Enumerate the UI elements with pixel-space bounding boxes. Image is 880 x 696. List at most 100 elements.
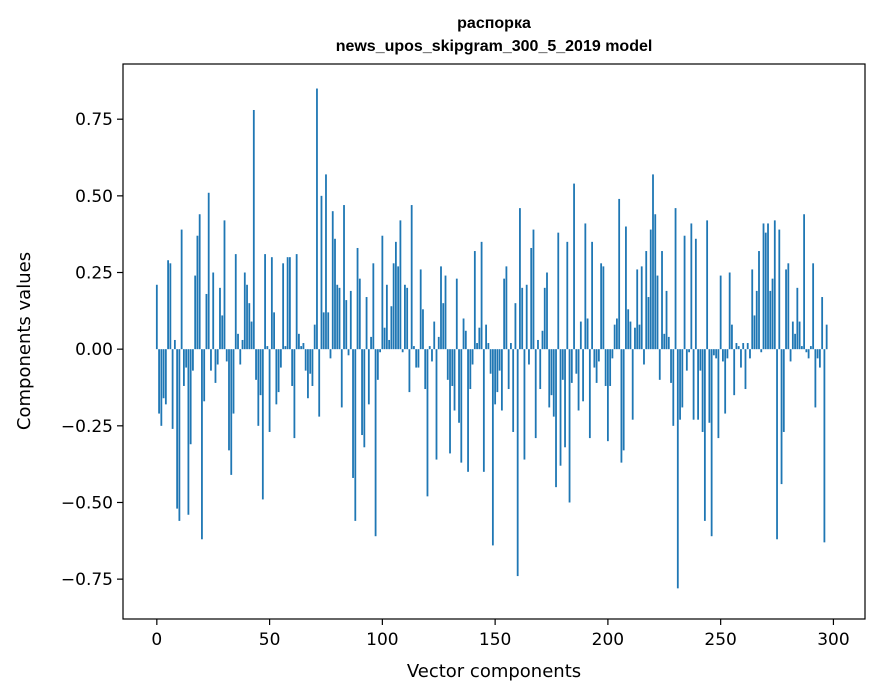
bar — [785, 269, 787, 350]
bar — [566, 241, 569, 350]
bar — [771, 278, 774, 350]
bar — [733, 349, 736, 396]
bar — [273, 312, 275, 350]
bar — [246, 284, 248, 350]
bar — [234, 254, 237, 350]
bar — [361, 349, 363, 436]
x-axis-label: Vector components — [407, 661, 581, 682]
bar — [291, 349, 294, 386]
bar — [753, 315, 756, 350]
chart-subtitle: news_upos_skipgram_300_5_2019 model — [336, 38, 653, 55]
bar — [433, 321, 436, 350]
bar — [424, 349, 427, 390]
bar — [512, 349, 515, 432]
bar — [690, 223, 693, 350]
bar — [365, 297, 368, 350]
bar — [541, 330, 544, 350]
bar — [232, 349, 235, 414]
bar — [722, 349, 724, 362]
bar — [385, 284, 388, 350]
bar — [764, 232, 767, 350]
bar — [731, 324, 733, 350]
bar — [780, 349, 783, 485]
bar — [419, 269, 422, 350]
bar — [591, 241, 593, 350]
bar — [480, 241, 483, 350]
bar — [336, 284, 339, 350]
bar — [539, 349, 542, 390]
x-tick-label: 50 — [259, 630, 281, 650]
bar — [672, 349, 675, 426]
bar — [791, 321, 794, 350]
bar — [354, 349, 357, 521]
bar — [667, 336, 670, 350]
bar — [604, 349, 607, 386]
bar — [345, 300, 348, 350]
bar — [325, 174, 327, 350]
bar — [773, 220, 776, 350]
bar — [485, 324, 487, 350]
bar — [685, 349, 688, 371]
bar — [358, 278, 361, 350]
bar — [724, 349, 727, 414]
bar — [417, 349, 420, 368]
bar — [444, 275, 447, 350]
bar — [595, 349, 598, 383]
bar — [818, 349, 821, 368]
bar — [703, 349, 706, 521]
bar — [776, 349, 778, 540]
bar — [182, 349, 185, 386]
bar — [304, 349, 307, 371]
bar — [453, 349, 456, 411]
bar — [537, 339, 539, 350]
bar — [327, 312, 330, 350]
bar — [627, 309, 630, 350]
plot-frame — [122, 63, 866, 620]
bar — [816, 349, 819, 359]
bar — [744, 349, 747, 390]
bar — [616, 318, 618, 350]
bar — [192, 349, 194, 371]
bar — [352, 349, 354, 478]
bar — [564, 349, 566, 448]
bar — [710, 349, 713, 537]
bar — [611, 349, 614, 359]
bar — [243, 272, 246, 350]
bar — [225, 349, 228, 362]
bar — [282, 263, 285, 350]
bar — [331, 211, 334, 350]
bar — [559, 349, 562, 466]
bar — [367, 349, 370, 405]
bar — [814, 349, 817, 408]
bar — [338, 287, 341, 350]
bar — [751, 269, 754, 350]
bar — [340, 349, 343, 408]
bar — [577, 349, 580, 411]
bar — [397, 266, 400, 350]
bar — [825, 324, 828, 350]
bar — [194, 275, 197, 350]
bar — [426, 349, 429, 497]
bar — [356, 247, 359, 350]
bar — [593, 349, 596, 368]
bar — [176, 349, 179, 509]
bar — [467, 349, 469, 472]
bar — [800, 346, 803, 350]
bar — [404, 284, 406, 350]
bar — [189, 349, 192, 445]
bar — [649, 229, 652, 350]
bar — [482, 349, 485, 472]
bar — [349, 290, 352, 350]
bar — [692, 349, 695, 420]
bar — [316, 88, 318, 350]
bar — [712, 349, 715, 356]
bar — [740, 349, 742, 368]
bar — [737, 346, 740, 350]
bar — [516, 349, 519, 577]
bar — [487, 343, 490, 350]
bar — [286, 257, 289, 350]
bar — [203, 349, 206, 402]
bar — [645, 251, 648, 350]
bar — [422, 309, 424, 350]
bar — [726, 349, 729, 359]
